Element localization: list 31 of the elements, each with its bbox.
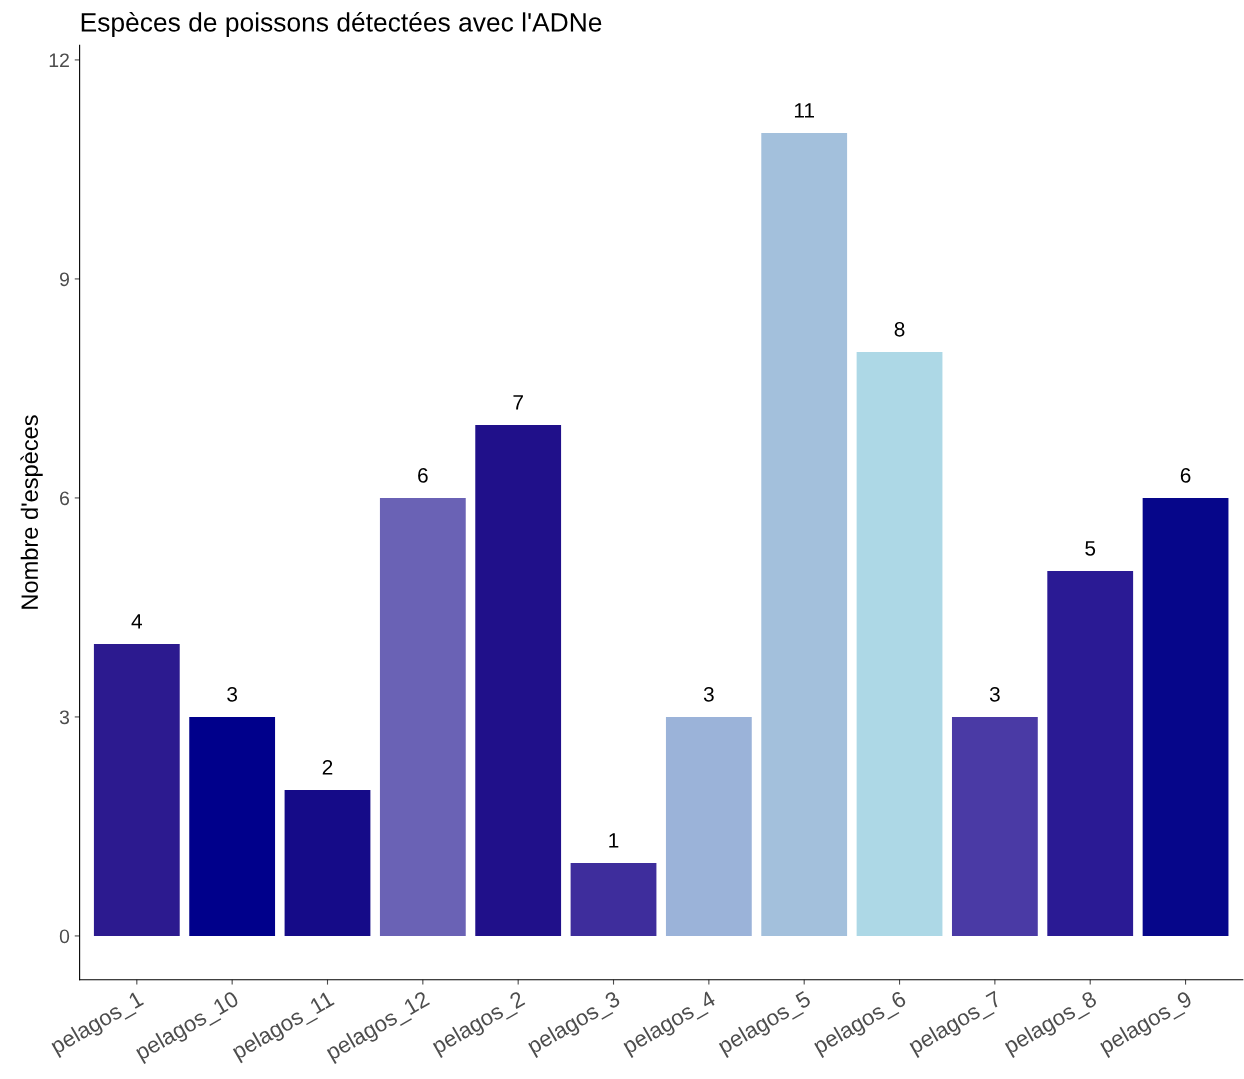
bar	[475, 424, 562, 936]
data-label: 1	[609, 833, 619, 848]
bar	[761, 132, 848, 936]
y-tick-label: 3	[59, 710, 70, 725]
y-tick-label: 12	[49, 53, 69, 67]
data-label: 3	[227, 686, 238, 702]
data-label: 5	[1085, 541, 1096, 556]
bar	[951, 716, 1038, 936]
y-tick-label: 6	[60, 491, 70, 506]
bar	[284, 789, 371, 936]
chart-title: Espèces de poissons détectées avec l'ADNe	[81, 12, 602, 37]
data-label: 7	[513, 395, 523, 410]
bar	[379, 497, 466, 936]
data-label: 4	[131, 614, 142, 629]
bar	[665, 716, 752, 936]
bar	[1142, 497, 1229, 936]
bar	[570, 862, 657, 936]
data-label: 3	[989, 686, 1000, 702]
data-label: 6	[418, 467, 428, 483]
data-label: 6	[1180, 467, 1191, 483]
bar	[856, 351, 943, 936]
bar	[189, 716, 276, 936]
data-label: 3	[703, 686, 714, 702]
bar	[1047, 570, 1134, 936]
data-label: 8	[894, 321, 905, 337]
data-label: 2	[322, 759, 333, 775]
data-label: 11	[794, 103, 814, 118]
bar	[93, 643, 180, 936]
y-tick-label: 9	[59, 272, 69, 287]
y-axis-title: Nombre d'espèces	[20, 415, 43, 609]
y-tick-label: 0	[59, 929, 70, 944]
